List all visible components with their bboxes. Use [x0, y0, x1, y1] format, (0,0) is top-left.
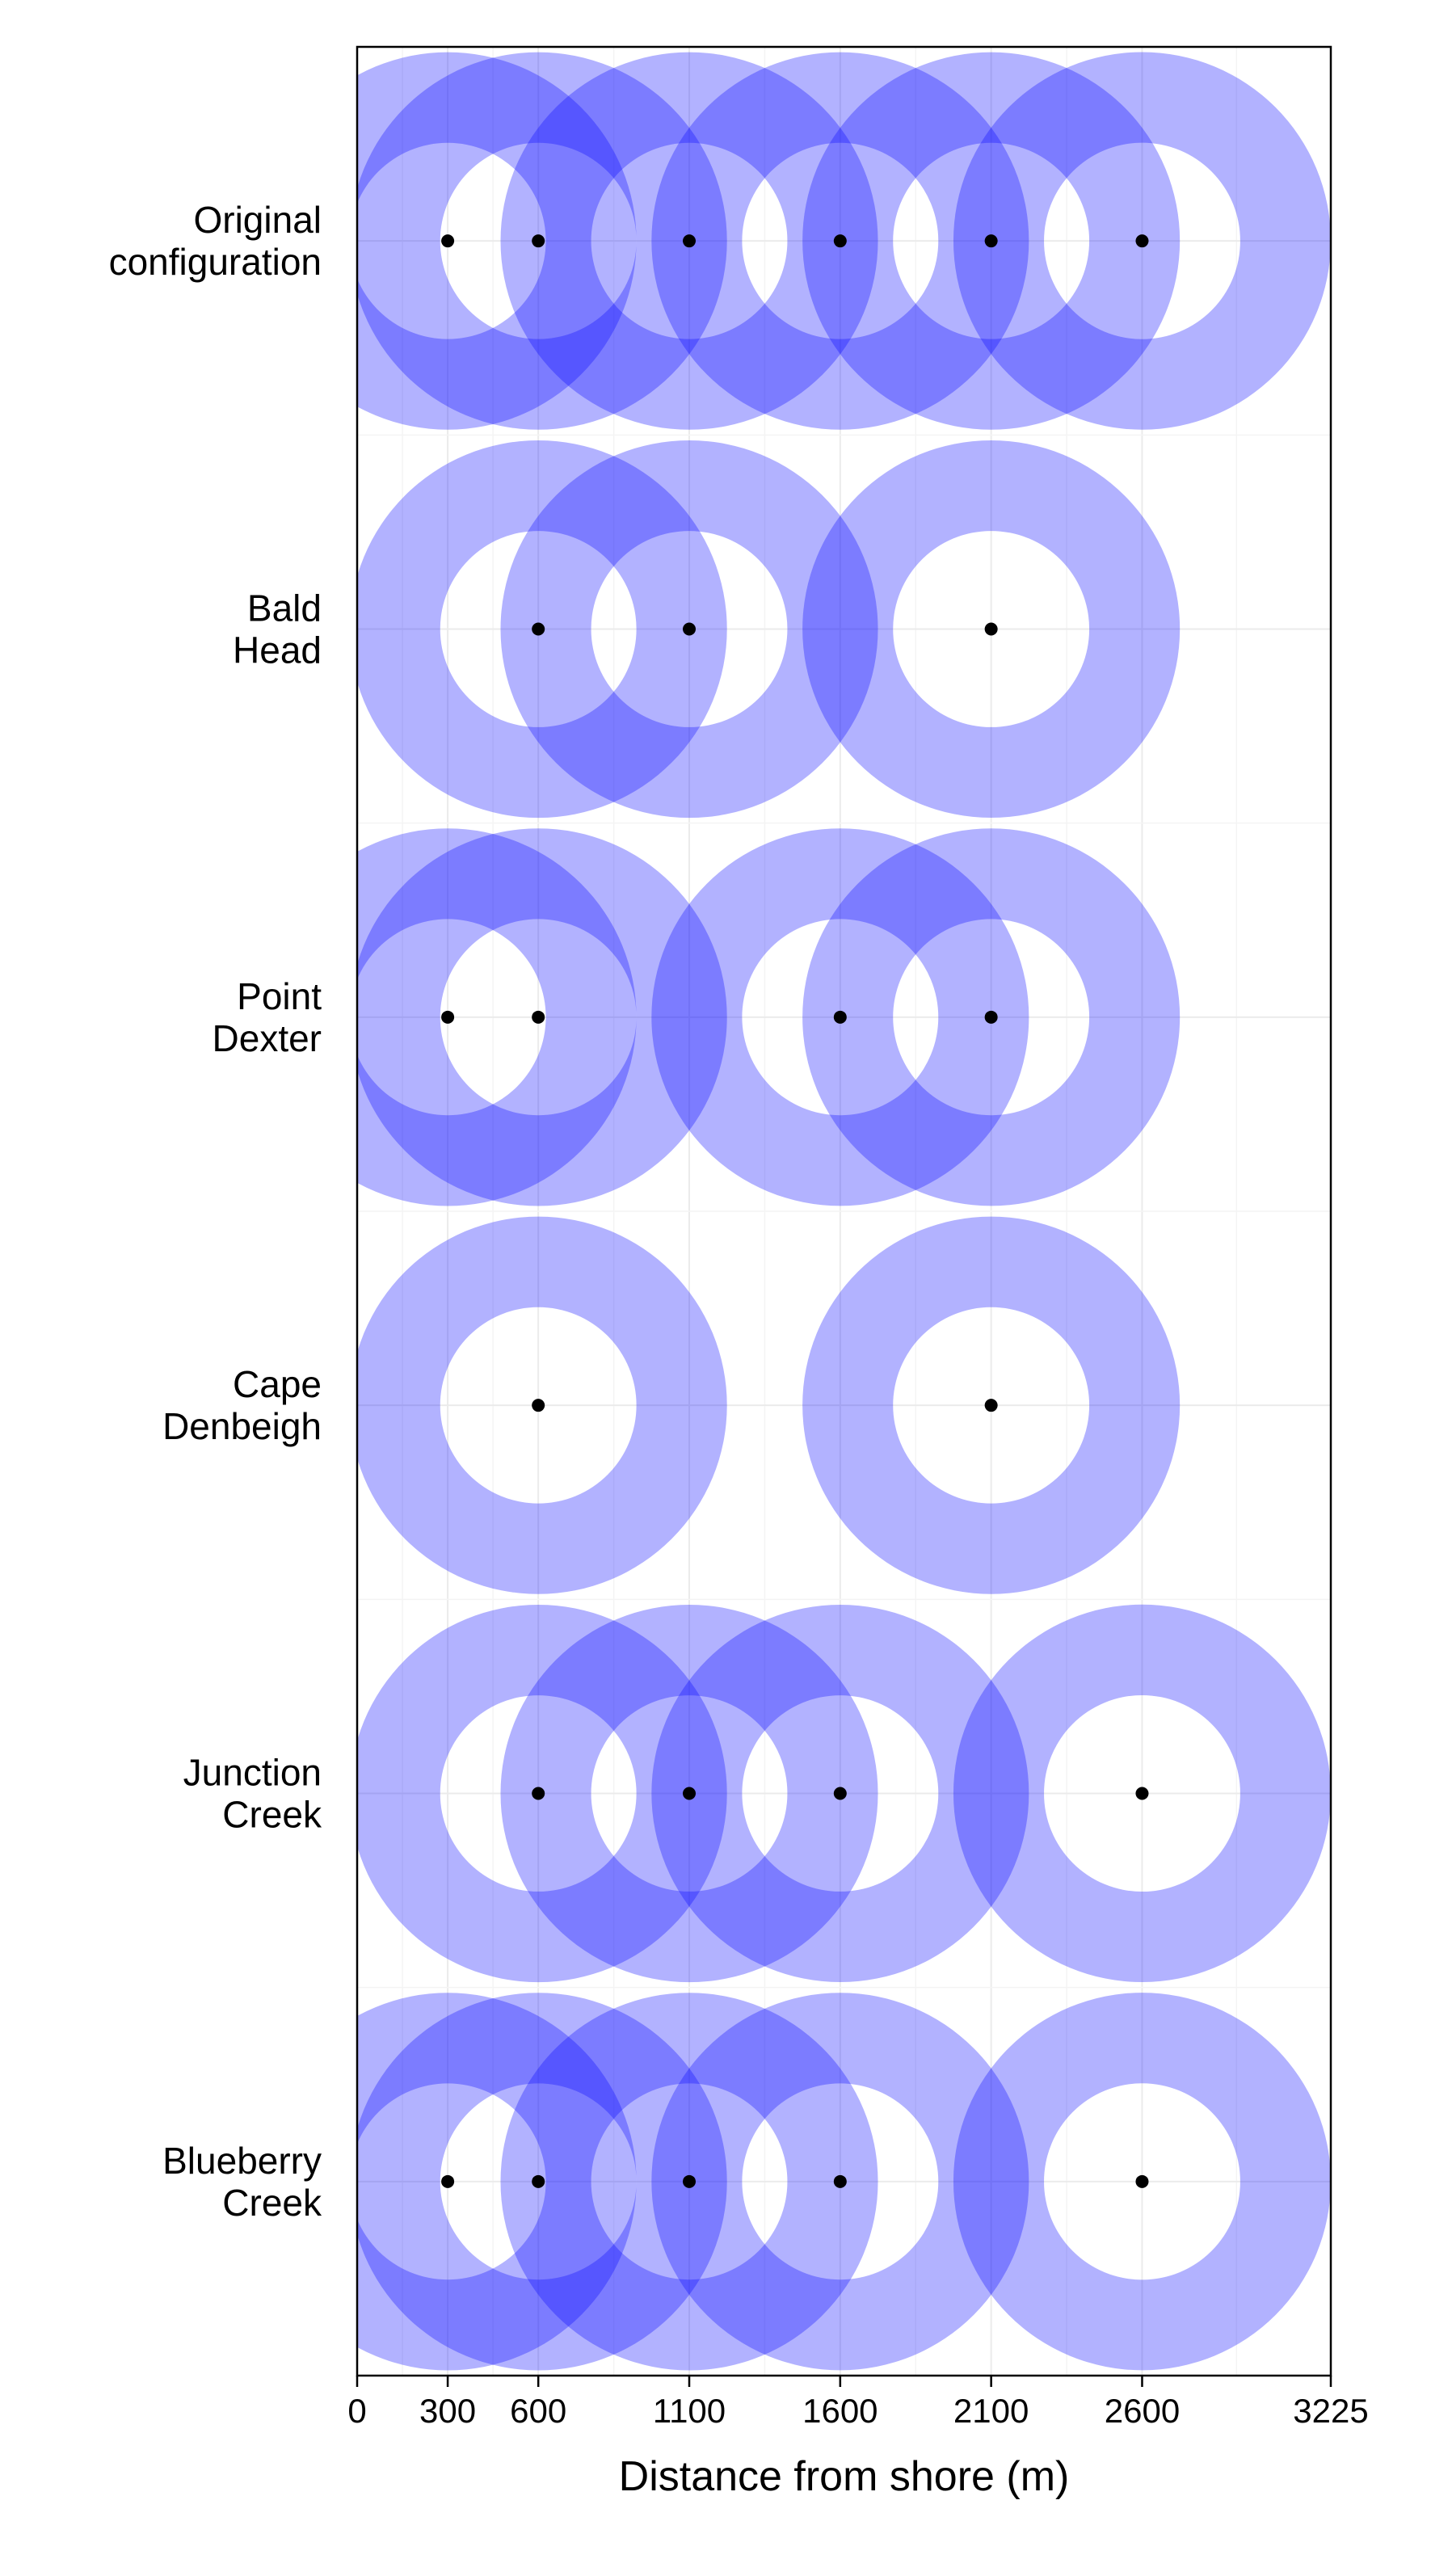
x-tick-label: 1600	[802, 2392, 878, 2430]
receiver-point	[984, 622, 998, 636]
x-axis: 0 300 600 1100 1600 2100 2600 3225	[347, 2376, 1369, 2430]
receiver-point	[441, 234, 455, 248]
detection-ring	[357, 1216, 727, 1594]
detection-rings	[357, 51, 1331, 2372]
row-label: Dexter	[213, 1017, 322, 1059]
receiver-point	[683, 234, 697, 248]
row-label: Original	[193, 199, 322, 241]
receiver-point	[683, 622, 697, 636]
x-tick-label: 0	[347, 2392, 366, 2430]
receiver-point	[532, 1010, 545, 1024]
receiver-point	[532, 1787, 545, 1800]
x-tick-label: 1100	[653, 2392, 726, 2430]
detection-ring	[802, 828, 1181, 1206]
detection-ring	[357, 828, 727, 1206]
detection-ring	[651, 828, 1029, 1206]
detection-ring	[500, 1604, 878, 1983]
detection-ring	[357, 1604, 727, 1983]
detection-ring	[802, 52, 1181, 430]
detection-ring	[357, 52, 727, 430]
detection-ring	[953, 1992, 1331, 2372]
receiver-point	[984, 1010, 998, 1024]
detection-ring	[953, 1604, 1331, 1983]
receiver-point	[833, 1010, 847, 1024]
detection-ring	[357, 828, 637, 1206]
receiver-point	[441, 2174, 455, 2188]
detection-ring	[651, 52, 1029, 430]
detection-ring	[357, 440, 727, 819]
detection-ring	[500, 1993, 878, 2371]
receiver-point	[532, 234, 545, 248]
detection-ring	[651, 1604, 1029, 1983]
receiver-point	[532, 1399, 545, 1412]
row-label: Point	[237, 975, 322, 1017]
receiver-point	[833, 1787, 847, 1800]
detection-ring	[953, 51, 1331, 431]
x-tick-label: 3225	[1293, 2392, 1368, 2430]
row-label: Head	[233, 629, 322, 671]
receiver-point	[683, 1787, 697, 1800]
detection-ring	[357, 1993, 637, 2371]
row-label: Cape	[233, 1363, 322, 1405]
x-tick-label: 300	[419, 2392, 476, 2430]
row-label: Bald	[247, 587, 322, 629]
detection-ring	[802, 1216, 1181, 1594]
x-tick-label: 2600	[1105, 2392, 1180, 2430]
x-axis-title: Distance from shore (m)	[619, 2453, 1070, 2500]
detection-ring	[357, 1993, 727, 2371]
receiver-point	[984, 1399, 998, 1412]
receiver-point	[1135, 2174, 1149, 2188]
x-tick-label: 2100	[953, 2392, 1029, 2430]
row-label: Junction	[183, 1752, 322, 1794]
receiver-point	[1135, 1787, 1149, 1800]
row-label: configuration	[109, 241, 322, 283]
receiver-point	[984, 234, 998, 248]
x-tick-label: 600	[510, 2392, 566, 2430]
row-label: Creek	[222, 2182, 322, 2224]
receiver-point	[833, 2174, 847, 2188]
receiver-point	[441, 1010, 455, 1024]
detection-ring	[500, 52, 878, 430]
receiver-points	[441, 234, 1149, 2188]
receiver-point	[532, 2174, 545, 2188]
panel-border	[356, 45, 1332, 2377]
receiver-point	[532, 622, 545, 636]
receiver-point	[1135, 234, 1149, 248]
detection-ring	[500, 440, 878, 819]
receiver-point	[683, 2174, 697, 2188]
receiver-point	[833, 234, 847, 248]
detection-ring	[357, 52, 637, 430]
row-label: Denbeigh	[162, 1405, 322, 1447]
detection-ring	[802, 440, 1181, 819]
row-label: Creek	[222, 1794, 322, 1836]
row-label: Blueberry	[162, 2140, 322, 2182]
detection-ring	[651, 1993, 1029, 2371]
